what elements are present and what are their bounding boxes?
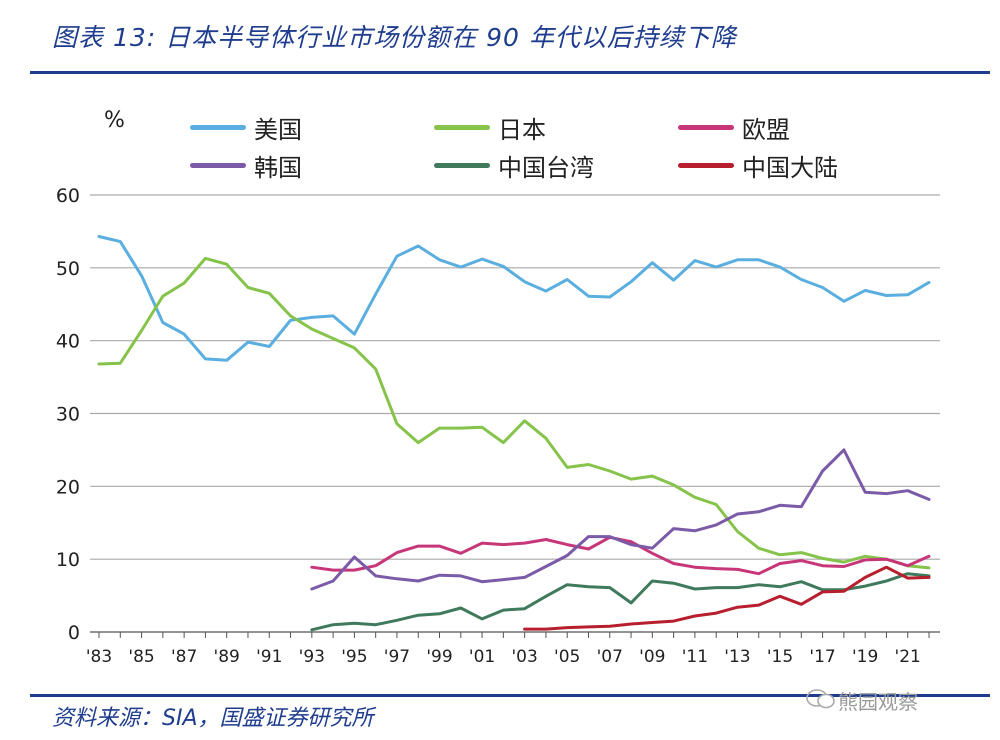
series-line-3	[310, 448, 931, 591]
header-rule	[30, 71, 990, 74]
legend-label-taiwan: 中国台湾	[498, 154, 594, 182]
x-tick-label: '13	[724, 647, 750, 667]
legend-label-japan: 日本	[498, 116, 546, 144]
legend-item-japan: 日本	[434, 110, 546, 145]
y-axis-unit: %	[104, 108, 125, 133]
x-tick-label: '01	[469, 647, 495, 667]
legend-swatch-japan	[434, 125, 490, 130]
legend-item-usa: 美国	[190, 110, 302, 145]
legend-swatch-usa	[190, 125, 246, 130]
x-tick-label: '99	[426, 647, 452, 667]
series-line-4	[310, 572, 931, 632]
x-tick-label: '07	[597, 647, 623, 667]
x-tick-label: '21	[895, 647, 921, 667]
x-tick-label: '97	[384, 647, 410, 667]
x-tick-label: '95	[341, 647, 367, 667]
legend-swatch-korea	[190, 163, 246, 168]
legend-label-usa: 美国	[254, 116, 302, 144]
wechat-icon	[806, 689, 835, 709]
series-line-0	[97, 235, 931, 362]
y-axis-ticks: 0 10 20 30 40 50 60	[56, 185, 80, 644]
y-tick-label: 20	[56, 476, 80, 498]
x-tick-label: '15	[767, 647, 793, 667]
grid-lines	[90, 194, 940, 560]
source-note: 资料来源：SIA，国盛证券研究所	[52, 706, 374, 731]
series-lines	[97, 235, 931, 632]
y-tick-label: 60	[56, 185, 80, 207]
legend-item-eu: 欧盟	[678, 110, 790, 145]
x-tick-label: '87	[171, 647, 197, 667]
series-line-2	[310, 535, 931, 576]
legend-swatch-eu	[678, 125, 734, 130]
x-tick-label: '05	[554, 647, 580, 667]
x-axis: '83 '85 '87 '89 '91 '93 '95 '97 '99 '01 '03 '05 '07 '…	[86, 631, 940, 667]
x-tick-label: '93	[299, 647, 325, 667]
x-tick-label: '83	[86, 647, 112, 667]
y-tick-label: 50	[56, 258, 80, 280]
watermark: 熊园观察	[838, 690, 918, 714]
legend-item-korea: 韩国	[190, 148, 302, 183]
footer-rule	[30, 694, 990, 697]
chart-title: 图表 13: 日本半导体行业市场份额在 90 年代以后持续下降	[52, 23, 737, 52]
y-tick-label: 40	[56, 331, 80, 353]
x-tick-label: '11	[682, 647, 708, 667]
y-tick-label: 0	[68, 622, 80, 644]
x-tick-label: '89	[214, 647, 240, 667]
series-line-1	[97, 256, 931, 570]
x-tick-label: '85	[128, 647, 154, 667]
y-tick-label: 10	[56, 549, 80, 571]
y-tick-label: 30	[56, 404, 80, 426]
legend-swatch-taiwan	[434, 163, 490, 168]
x-tick-label: '91	[256, 647, 282, 667]
legend-label-eu: 欧盟	[742, 116, 790, 144]
x-tick-label: '09	[639, 647, 665, 667]
legend-label-china-mainland: 中国大陆	[742, 154, 838, 182]
legend-label-korea: 韩国	[254, 154, 302, 182]
legend-item-taiwan: 中国台湾	[434, 148, 594, 183]
legend-swatch-china-mainland	[678, 163, 734, 168]
x-tick-label: '19	[852, 647, 878, 667]
series-line-5	[523, 565, 931, 631]
x-tick-label: '03	[511, 647, 537, 667]
legend-item-china-mainland: 中国大陆	[678, 148, 838, 183]
x-tick-label: '17	[809, 647, 835, 667]
